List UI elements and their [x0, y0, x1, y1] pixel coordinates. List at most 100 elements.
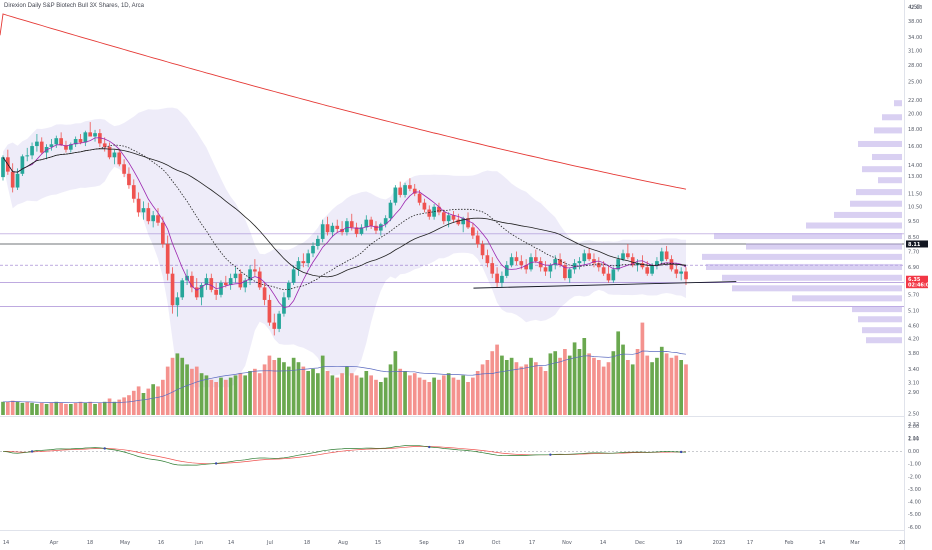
volume-bar — [228, 377, 233, 415]
volume-profile-bar — [858, 140, 902, 147]
time-tick-label: Dec — [635, 540, 645, 546]
candle-body — [301, 261, 306, 264]
candle-body — [664, 251, 669, 260]
volume-bar — [83, 402, 88, 415]
candle-body — [374, 225, 378, 231]
volume-bar — [219, 377, 223, 415]
volume-bar — [127, 395, 131, 415]
candle-body — [267, 299, 272, 323]
volume-bar — [378, 382, 383, 415]
volume-bar — [412, 373, 417, 415]
volume-bar — [514, 362, 519, 415]
volume-bar — [650, 362, 654, 415]
candle-body — [35, 141, 39, 147]
macd-tick-label: 1.00 — [908, 436, 919, 442]
volume-bar — [596, 360, 601, 415]
volume-bar — [282, 362, 286, 415]
volume-bar — [277, 357, 281, 415]
price-tick-label: 8.50 — [908, 235, 919, 241]
candle-body — [306, 253, 311, 264]
volume-bar — [64, 404, 68, 415]
volume-bar — [567, 355, 572, 415]
volume-bar — [616, 331, 621, 415]
candle-body — [446, 215, 451, 222]
candle-body — [253, 269, 257, 272]
candle-body — [451, 215, 456, 220]
price-tick-label: 2.32 — [908, 422, 919, 428]
volume-bar — [39, 402, 44, 415]
candle-body — [359, 227, 364, 234]
volume-bar — [223, 379, 228, 415]
macd-tick-label: -1.00 — [908, 462, 921, 468]
volume-bar — [364, 371, 369, 415]
volume-bar — [538, 366, 543, 415]
volume-bar — [577, 349, 582, 415]
macd-cross-marker — [428, 445, 431, 449]
volume-bar — [248, 371, 252, 415]
volume-bar — [664, 353, 669, 415]
price-label-box — [906, 275, 928, 283]
volume-bar — [659, 346, 664, 415]
time-tick-label: 20 — [899, 540, 905, 546]
volume-bar — [170, 357, 175, 415]
candle-body — [577, 261, 582, 264]
candle-body — [621, 253, 625, 260]
price-tick-label: 9.50 — [908, 219, 919, 225]
volume-profile-bar — [856, 189, 902, 196]
candle-body — [199, 285, 204, 298]
volume-bar — [403, 371, 407, 415]
volume-bar — [267, 355, 272, 415]
volume-bar — [185, 364, 189, 415]
volume-bar — [374, 379, 378, 415]
volume-bar — [243, 375, 248, 415]
candle-body — [316, 238, 320, 246]
candle-body — [655, 261, 659, 266]
candle-body — [674, 269, 679, 274]
volume-profile-bar — [882, 114, 902, 121]
volume-profile-bar — [878, 177, 902, 184]
time-tick-label: 19 — [676, 540, 682, 546]
volume-bar — [151, 384, 156, 415]
volume-profile-bar — [714, 233, 902, 240]
macd-tick-label: -6.00 — [908, 525, 921, 531]
volume-bar — [592, 357, 596, 415]
candle-body — [54, 138, 59, 145]
volume-bar — [456, 379, 461, 415]
candle-body — [214, 289, 218, 295]
macd-tick-label: -5.00 — [908, 512, 921, 518]
candle-body — [1, 157, 5, 178]
candle-body — [10, 171, 15, 188]
price-tick-label: 10.50 — [908, 205, 922, 211]
candle-body — [475, 235, 480, 245]
candle-body — [558, 259, 562, 266]
macd-tick-label: -2.00 — [908, 474, 921, 480]
volume-bar — [10, 400, 15, 415]
candle-body — [136, 198, 141, 213]
volume-ma-line — [3, 350, 687, 404]
candle-body — [606, 273, 611, 281]
price-tick-label: 4.60 — [908, 323, 919, 329]
bollinger-band — [3, 107, 686, 388]
volume-bar — [587, 353, 591, 415]
candle-body — [354, 227, 359, 234]
candle-body — [262, 287, 267, 300]
price-tick-label: 38.00 — [908, 19, 922, 25]
candle-body — [548, 265, 553, 272]
price-tick-label: 2.11 — [908, 436, 919, 442]
price-tick-label: 5.70 — [908, 293, 919, 299]
volume-profile-bar — [866, 337, 902, 344]
volume-profile-bar — [862, 327, 902, 334]
candle-body — [146, 208, 151, 222]
volume-bar — [102, 401, 107, 415]
price-tick-label: 11.50 — [908, 191, 922, 197]
candle-body — [180, 280, 185, 298]
volume-profile-bar — [706, 263, 902, 270]
candle-body — [64, 145, 68, 150]
candle-body — [25, 155, 30, 157]
candle-body — [223, 282, 228, 286]
candle-body — [204, 278, 209, 286]
candle-body — [68, 144, 73, 150]
candle-body — [538, 261, 543, 268]
price-label-text: 02:46:00 — [908, 282, 932, 288]
